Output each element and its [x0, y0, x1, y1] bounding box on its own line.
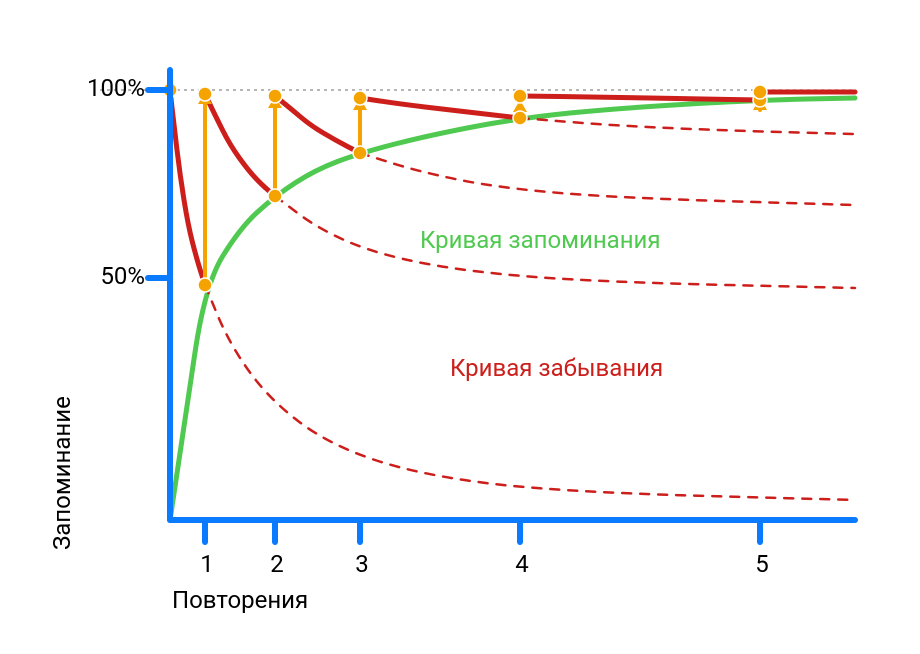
x-tick-4: 4 — [510, 550, 534, 578]
y-axis-label: Запоминание — [48, 396, 76, 550]
forgetting-curve-chart: Запоминание Повторения Кривая запоминани… — [0, 0, 920, 654]
y-tick-100: 100% — [70, 74, 145, 102]
forgetting-curve-label: Кривая забывания — [450, 354, 663, 382]
x-tick-5: 5 — [750, 550, 774, 578]
y-tick-50: 50% — [70, 262, 145, 290]
x-tick-2: 2 — [265, 550, 289, 578]
remember-curve-label: Кривая запоминания — [420, 226, 661, 254]
x-axis-label: Повторения — [172, 586, 308, 614]
x-tick-3: 3 — [350, 550, 374, 578]
x-tick-1: 1 — [195, 550, 219, 578]
